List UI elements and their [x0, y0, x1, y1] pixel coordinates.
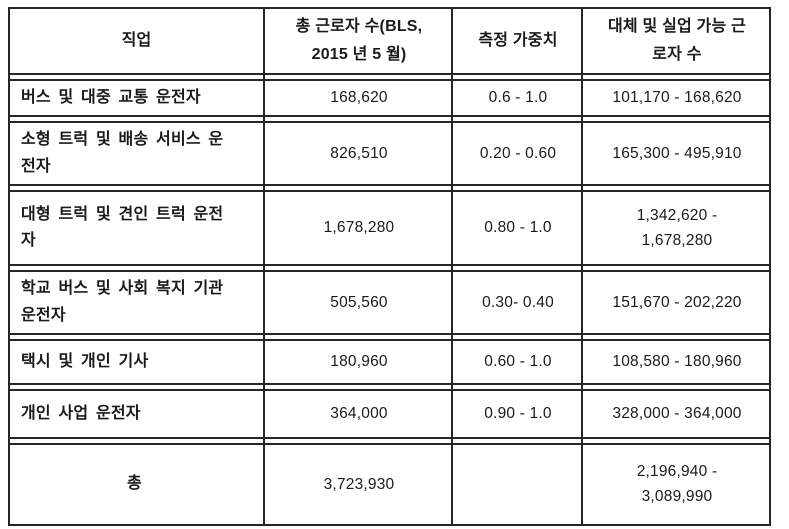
weight-cell: 0.6 - 1.0 [488, 89, 548, 107]
occupation-workers-table: 직업 총 근로자 수(BLS, 2015 년 5 월) 측정 가중치 대체 및 … [8, 7, 771, 526]
range-cell: 328,000 - 364,000 [612, 405, 742, 423]
job-cell: 소형 트럭 및 배송 서비스 운 전자 [21, 131, 224, 175]
column-divider-1 [263, 7, 265, 526]
weight-cell: 0.20 - 0.60 [479, 145, 557, 162]
table-border-left [8, 7, 10, 526]
weight-cell: 0.80 - 1.0 [484, 219, 552, 237]
range-cell: 165,300 - 495,910 [612, 145, 742, 162]
table-row: 소형 트럭 및 배송 서비스 운 전자 826,510 0.20 - 0.60 … [8, 121, 771, 187]
total-cell: 364,000 [330, 405, 388, 423]
table-row: 버스 및 대중 교통 운전자 168,620 0.6 - 1.0 101,170… [8, 79, 771, 118]
table-row: 개인 사업 운전자 364,000 0.90 - 1.0 328,000 - 3… [8, 388, 771, 439]
job-cell: 버스 및 대중 교통 운전자 [21, 89, 201, 106]
range-cell: 1,342,620 - 1,678,280 [636, 206, 718, 250]
header-cell-weight: 측정 가중치 [478, 32, 558, 49]
range-cell: 101,170 - 168,620 [612, 89, 742, 107]
range-cell: 151,670 - 202,220 [612, 293, 742, 311]
column-divider-3 [581, 7, 583, 526]
table-row: 학교 버스 및 사회 복지 기관 운전자 505,560 0.30- 0.40 … [8, 270, 771, 335]
table-row: 택시 및 개인 기사 180,960 0.60 - 1.0 108,580 - … [8, 338, 771, 385]
header-cell-total: 총 근로자 수(BLS, 2015 년 5 월) [295, 18, 423, 63]
total-cell: 826,510 [330, 145, 388, 162]
total-label-cell: 총 [127, 475, 142, 493]
range-cell: 108,580 - 180,960 [612, 353, 742, 371]
range-cell: 2,196,940 - 3,089,990 [636, 462, 718, 506]
job-cell: 대형 트럭 및 견인 트럭 운전 자 [21, 205, 224, 250]
header-cell-range: 대체 및 실업 가능 근 로자 수 [608, 18, 746, 63]
table-row: 대형 트럭 및 견인 트럭 운전 자 1,678,280 0.80 - 1.0 … [8, 190, 771, 267]
job-cell: 택시 및 개인 기사 [21, 352, 149, 370]
total-cell: 505,560 [330, 293, 388, 311]
job-cell: 개인 사업 운전자 [21, 404, 141, 422]
total-cell: 168,620 [330, 89, 388, 107]
weight-cell: 0.90 - 1.0 [484, 405, 552, 423]
weight-cell [453, 445, 583, 524]
header-cell-job: 직업 [121, 32, 152, 49]
table-total-row: 총 3,723,930 2,196,940 - 3,089,990 [8, 442, 771, 526]
weight-cell: 0.60 - 1.0 [484, 353, 552, 371]
job-cell: 학교 버스 및 사회 복지 기관 운전자 [21, 280, 224, 324]
column-divider-2 [451, 7, 453, 526]
table-border-right [769, 7, 771, 526]
table-header-row: 직업 총 근로자 수(BLS, 2015 년 5 월) 측정 가중치 대체 및 … [8, 7, 771, 75]
total-cell: 180,960 [330, 353, 388, 371]
weight-cell: 0.30- 0.40 [482, 293, 554, 311]
total-cell: 3,723,930 [323, 475, 395, 493]
total-cell: 1,678,280 [323, 219, 395, 237]
